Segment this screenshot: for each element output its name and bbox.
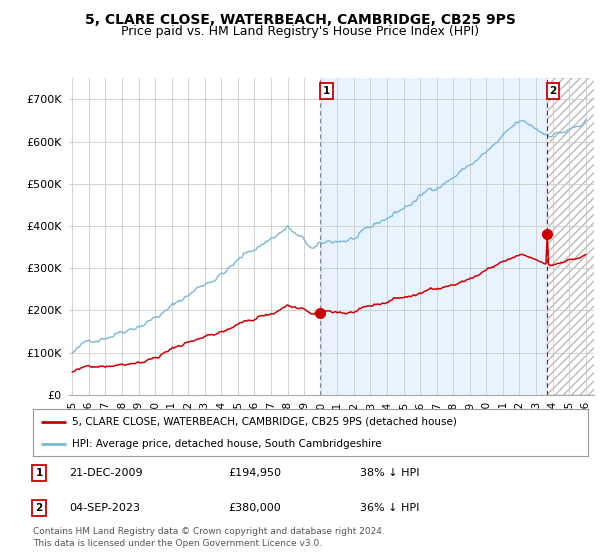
- Text: £380,000: £380,000: [228, 503, 281, 513]
- Bar: [547, 78, 600, 395]
- Text: £194,950: £194,950: [228, 468, 281, 478]
- Text: 04-SEP-2023: 04-SEP-2023: [69, 503, 140, 513]
- Text: 2: 2: [35, 503, 43, 513]
- Text: Contains HM Land Registry data © Crown copyright and database right 2024.
This d: Contains HM Land Registry data © Crown c…: [33, 527, 385, 548]
- Text: 38% ↓ HPI: 38% ↓ HPI: [360, 468, 419, 478]
- Text: 5, CLARE CLOSE, WATERBEACH, CAMBRIDGE, CB25 9PS (detached house): 5, CLARE CLOSE, WATERBEACH, CAMBRIDGE, C…: [72, 417, 457, 427]
- Text: 5, CLARE CLOSE, WATERBEACH, CAMBRIDGE, CB25 9PS: 5, CLARE CLOSE, WATERBEACH, CAMBRIDGE, C…: [85, 13, 515, 27]
- Text: 1: 1: [323, 86, 330, 96]
- Text: 1: 1: [35, 468, 43, 478]
- Text: 2: 2: [550, 86, 557, 96]
- Bar: [320, 78, 547, 395]
- Text: HPI: Average price, detached house, South Cambridgeshire: HPI: Average price, detached house, Sout…: [72, 438, 382, 449]
- Text: 36% ↓ HPI: 36% ↓ HPI: [360, 503, 419, 513]
- Text: 21-DEC-2009: 21-DEC-2009: [69, 468, 143, 478]
- Text: Price paid vs. HM Land Registry's House Price Index (HPI): Price paid vs. HM Land Registry's House …: [121, 25, 479, 38]
